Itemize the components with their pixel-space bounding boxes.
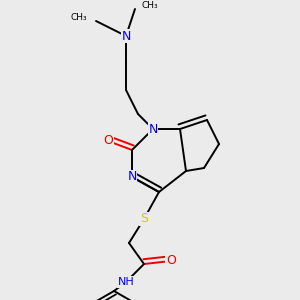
Text: O: O (166, 254, 176, 268)
Text: CH₃: CH₃ (70, 14, 87, 22)
Text: NH: NH (118, 277, 134, 287)
Text: CH₃: CH₃ (141, 2, 158, 10)
Text: O: O (103, 134, 113, 148)
Text: N: N (148, 122, 158, 136)
Text: N: N (127, 170, 137, 184)
Text: N: N (121, 29, 131, 43)
Text: S: S (140, 212, 148, 226)
